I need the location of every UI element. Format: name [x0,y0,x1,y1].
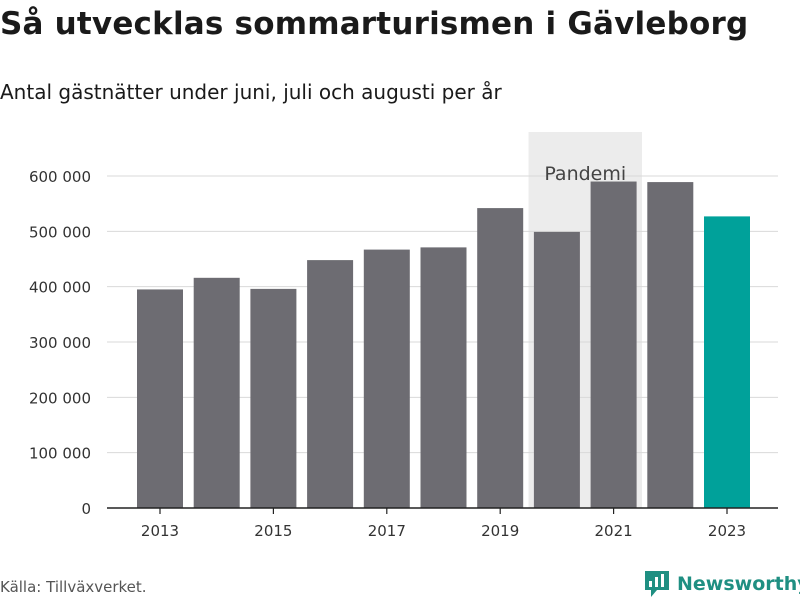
bar-2019 [477,208,524,509]
x-tick-label: 2017 [368,522,406,540]
brand-name: Newsworthy [677,573,800,595]
bar-2014 [193,277,240,508]
y-tick-label: 300 000 [29,334,91,352]
bar-2017 [363,249,410,509]
x-tick-label: 2015 [254,522,292,540]
bar-2015 [250,288,297,508]
y-tick-label: 100 000 [29,445,91,463]
pandemic-label: Pandemi [544,163,626,185]
y-tick-label: 600 000 [29,168,91,186]
y-tick-label: 200 000 [29,389,91,407]
bar-2018 [420,247,467,508]
bar-2016 [307,260,354,508]
bar-2013 [137,289,183,508]
x-tick-label: 2021 [595,522,633,540]
bar-2023 [704,216,750,509]
chart-subtitle: Antal gästnätter under juni, juli och au… [0,80,502,104]
source-note: Källa: Tillväxverket. [0,578,147,596]
bar-2020 [533,231,580,509]
chart-title: Så utvecklas sommarturismen i Gävleborg [0,6,749,42]
y-tick-label: 500 000 [29,223,91,241]
brand-chart-icon [645,571,669,597]
x-tick-label: 2019 [481,522,519,540]
y-tick-label: 400 000 [29,279,91,297]
x-tick-label: 2023 [708,522,746,540]
bar-2022 [647,182,694,508]
y-tick-label: 0 [81,500,91,518]
bar-2021 [590,181,637,509]
brand-logo: Newsworthy [644,570,800,598]
x-tick-label: 2013 [141,522,179,540]
